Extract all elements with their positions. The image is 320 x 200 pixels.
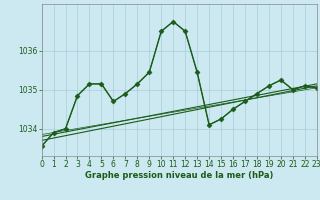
X-axis label: Graphe pression niveau de la mer (hPa): Graphe pression niveau de la mer (hPa) [85, 171, 273, 180]
